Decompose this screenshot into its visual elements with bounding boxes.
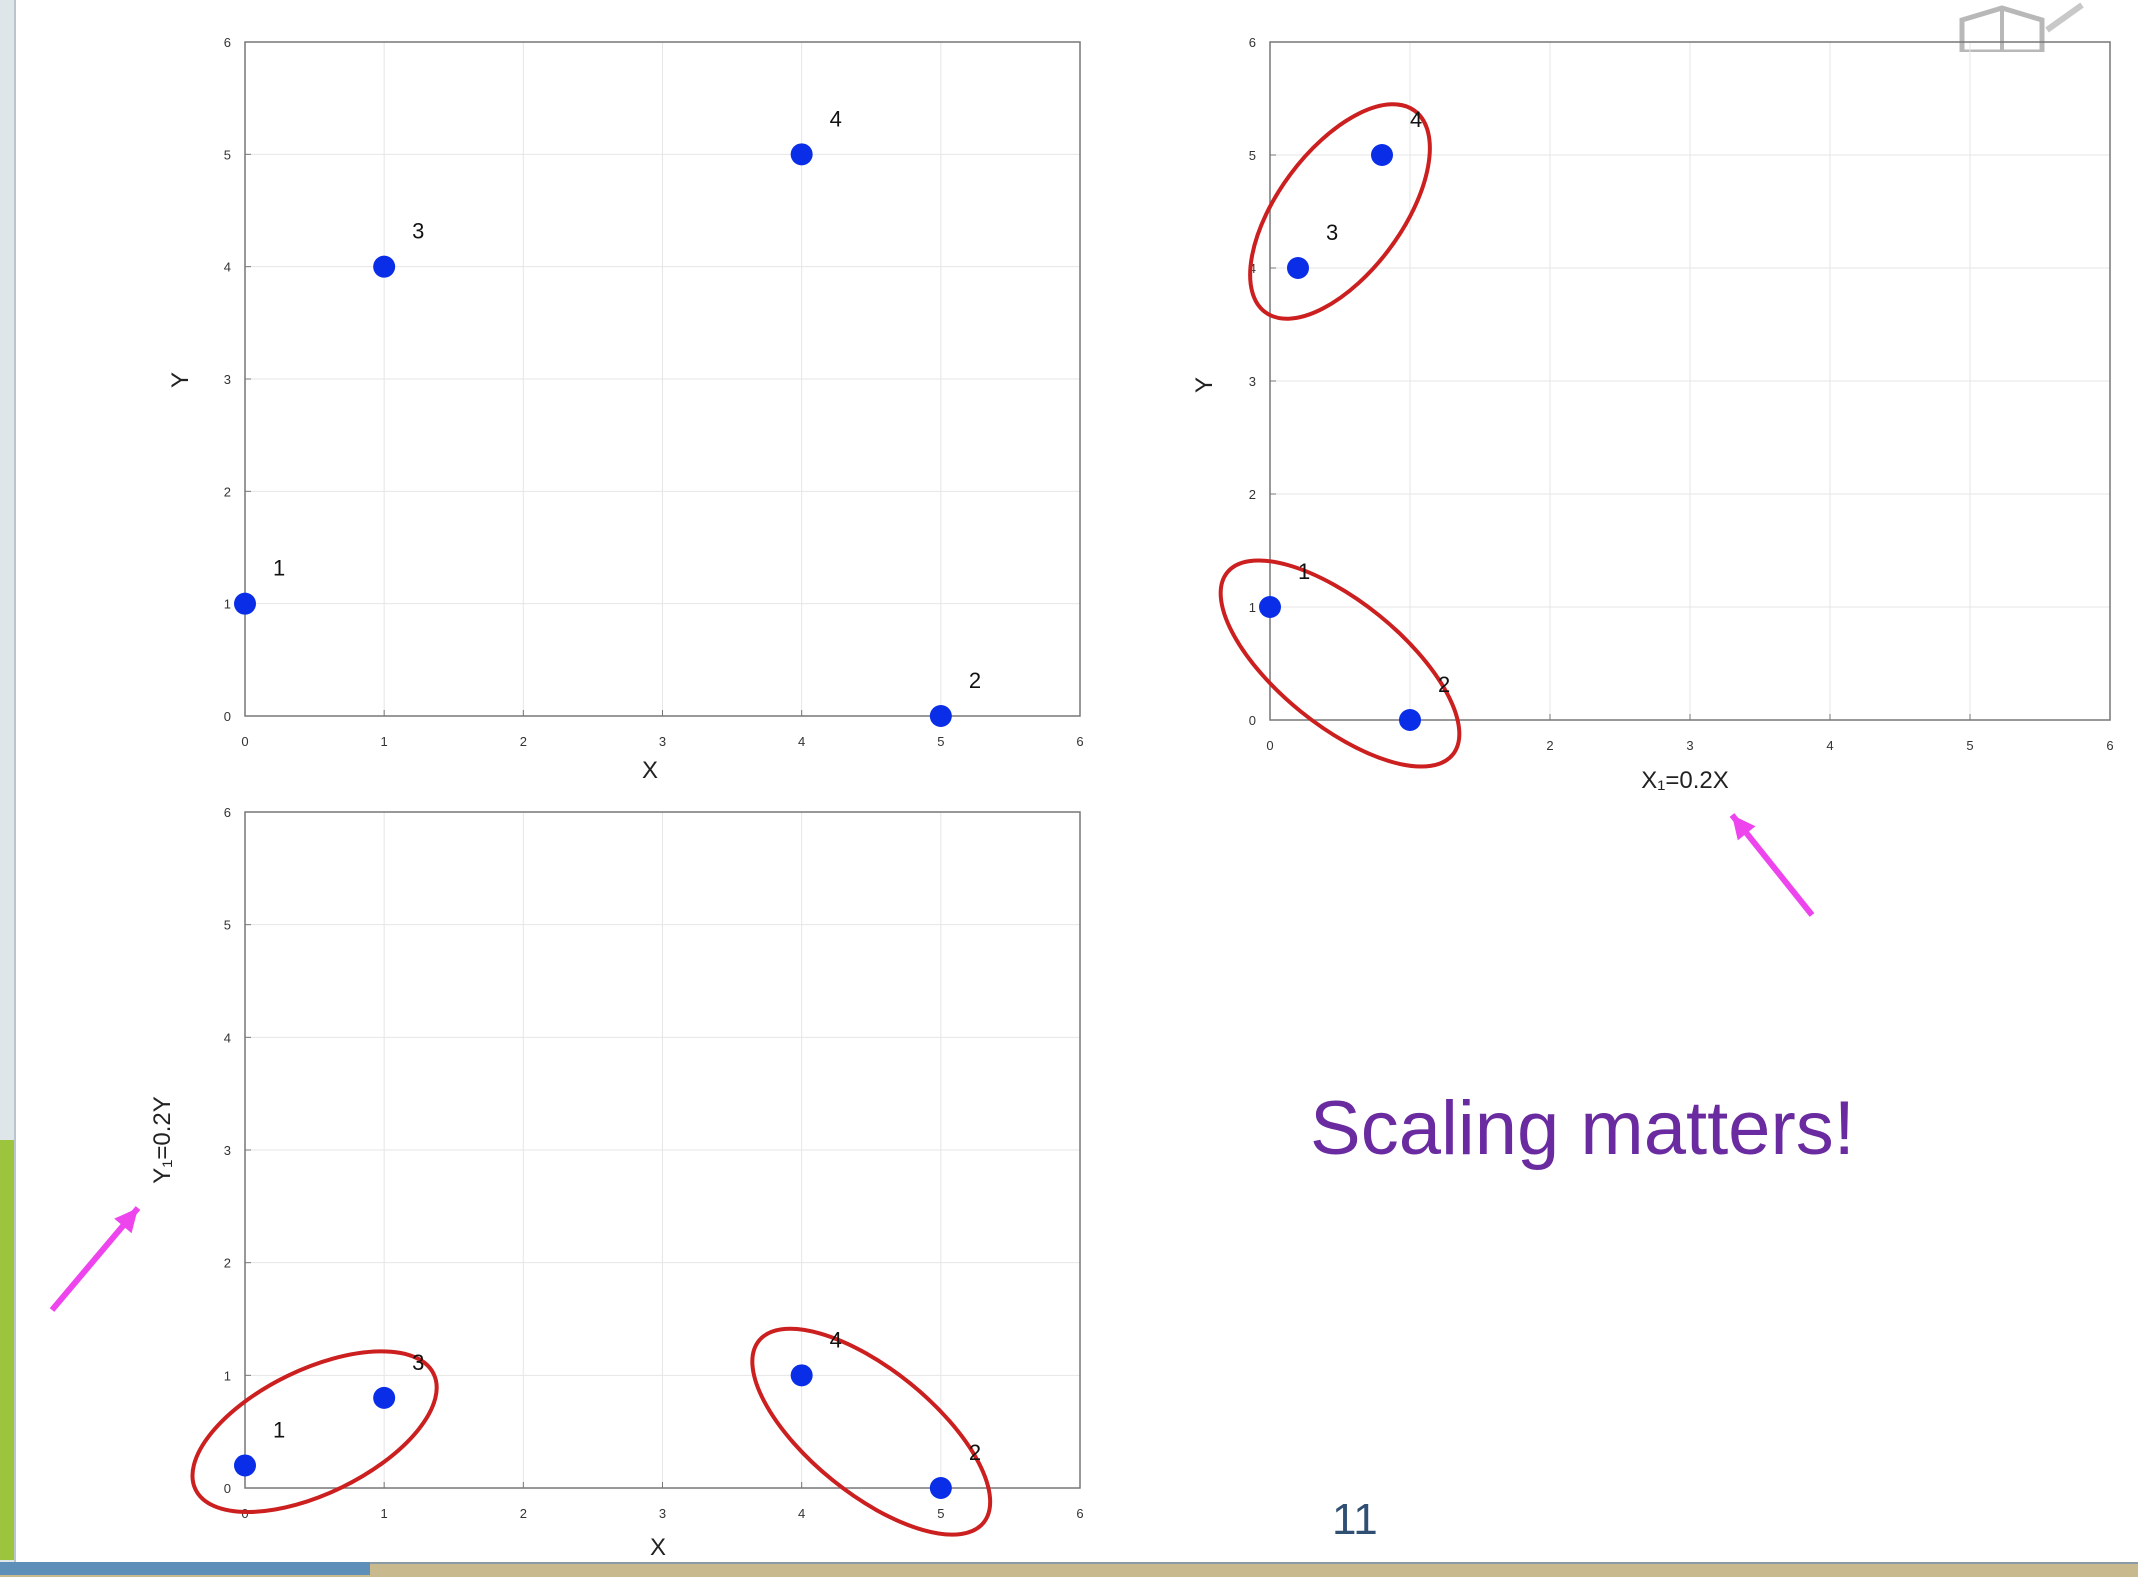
data-point-1 <box>1259 596 1281 618</box>
x-tick-label: 2 <box>520 734 527 749</box>
scatter-plot-2: 0 2 3 4 5 6 0 1 2 3 4 5 6 X₁=0.2X Y 1 2 3 4 <box>1191 35 2114 794</box>
corner-logo-icon <box>1959 2 2084 52</box>
x-tick-label: 0 <box>1266 738 1273 753</box>
cluster-ellipse <box>1248 102 1432 321</box>
x-tick-label: 1 <box>381 734 388 749</box>
x-tick-label: 2 <box>1546 738 1553 753</box>
y-axis-label: Y <box>167 372 194 388</box>
point-label-4: 4 <box>830 1327 842 1352</box>
x-axis-label: X <box>650 1534 666 1561</box>
y-tick-label: 4 <box>1249 261 1256 276</box>
x-tick-label: 0 <box>241 734 248 749</box>
y-tick-label: 3 <box>1249 374 1256 389</box>
data-point-3 <box>1287 257 1309 279</box>
x-tick-label: 5 <box>937 1506 944 1521</box>
data-point-2 <box>1399 709 1421 731</box>
slide-headline: Scaling matters! <box>1310 1086 1855 1171</box>
x-tick-label: 6 <box>1076 734 1083 749</box>
point-label-1: 1 <box>273 1417 285 1442</box>
x-tick-label: 3 <box>659 1506 666 1521</box>
data-point-3 <box>373 1386 396 1409</box>
x-tick-label: 6 <box>2106 738 2113 753</box>
y-tick-label: 0 <box>224 1481 231 1496</box>
y-tick-label: 6 <box>224 35 231 50</box>
point-label-3: 3 <box>1326 220 1338 245</box>
data-point-1 <box>234 1454 256 1477</box>
plot-frame <box>1269 41 2111 721</box>
arrow-to-x-axis-label-icon <box>1729 813 1815 917</box>
y-tick-label: 4 <box>224 1030 231 1045</box>
x-tick-label: 5 <box>1966 738 1973 753</box>
x-tick-label: 4 <box>1826 738 1833 753</box>
window-bottom-bar-accent <box>0 1562 370 1575</box>
scatter-plot-1: 0 1 2 3 4 5 6 0 1 2 3 4 5 6 X Y 1 2 3 4 <box>167 35 1084 784</box>
x-tick-label: 3 <box>1686 738 1693 753</box>
y-tick-label: 2 <box>224 1256 231 1271</box>
plot-frame <box>244 41 1081 717</box>
x-tick-label: 4 <box>798 734 805 749</box>
y-tick-label: 5 <box>224 918 231 933</box>
data-point-4 <box>790 143 813 166</box>
y-tick-label: 0 <box>224 709 231 724</box>
data-point-4 <box>1371 144 1393 166</box>
data-point-4 <box>790 1364 813 1387</box>
window-bottom-bar <box>0 1562 2138 1577</box>
x-tick-label: 1 <box>381 1506 388 1521</box>
x-tick-label: 3 <box>659 734 666 749</box>
y-axis-label: Y₁=0.2Y <box>149 1096 176 1184</box>
y-tick-label: 6 <box>1249 35 1256 50</box>
window-left-edge-accent <box>0 1140 14 1560</box>
y-axis-label: Y <box>1191 377 1218 393</box>
y-tick-label: 3 <box>224 372 231 387</box>
y-tick-label: 5 <box>1249 148 1256 163</box>
y-tick-label: 4 <box>224 260 231 275</box>
cluster-ellipse <box>190 1349 439 1515</box>
y-tick-label: 2 <box>1249 487 1256 502</box>
x-tick-label: 4 <box>798 1506 805 1521</box>
point-label-3: 3 <box>412 1350 424 1375</box>
cluster-ellipse <box>1218 558 1462 769</box>
point-label-3: 3 <box>412 219 424 244</box>
arrow-head <box>1732 815 1756 841</box>
point-label-4: 4 <box>830 106 842 131</box>
y-tick-label: 5 <box>224 147 231 162</box>
x-tick-label: 6 <box>1076 1506 1083 1521</box>
y-tick-label: 2 <box>224 484 231 499</box>
x-tick-label: 5 <box>937 734 944 749</box>
page-number: 11 <box>1332 1495 1378 1544</box>
x-tick-label: 2 <box>520 1506 527 1521</box>
data-point-1 <box>234 592 256 615</box>
point-label-1: 1 <box>1298 559 1310 584</box>
plot-frame <box>244 811 1081 1489</box>
cluster-ellipse <box>750 1326 993 1537</box>
y-tick-label: 1 <box>224 597 231 612</box>
point-label-4: 4 <box>1410 107 1422 132</box>
y-tick-label: 1 <box>1249 600 1256 615</box>
point-label-2: 2 <box>969 668 981 693</box>
data-point-3 <box>373 255 396 278</box>
y-tick-label: 1 <box>224 1368 231 1383</box>
y-tick-label: 6 <box>224 805 231 820</box>
arrow-to-y-axis-label-icon <box>49 1206 141 1312</box>
data-point-2 <box>929 705 952 727</box>
y-tick-label: 3 <box>224 1143 231 1158</box>
data-point-2 <box>929 1477 952 1499</box>
point-label-2: 2 <box>1438 672 1450 697</box>
y-tick-label: 0 <box>1249 713 1256 728</box>
arrow-head <box>114 1208 138 1234</box>
x-axis-label: X <box>642 757 658 784</box>
point-label-1: 1 <box>273 556 285 581</box>
point-label-2: 2 <box>969 1440 981 1465</box>
x-axis-label: X₁=0.2X <box>1641 767 1729 794</box>
